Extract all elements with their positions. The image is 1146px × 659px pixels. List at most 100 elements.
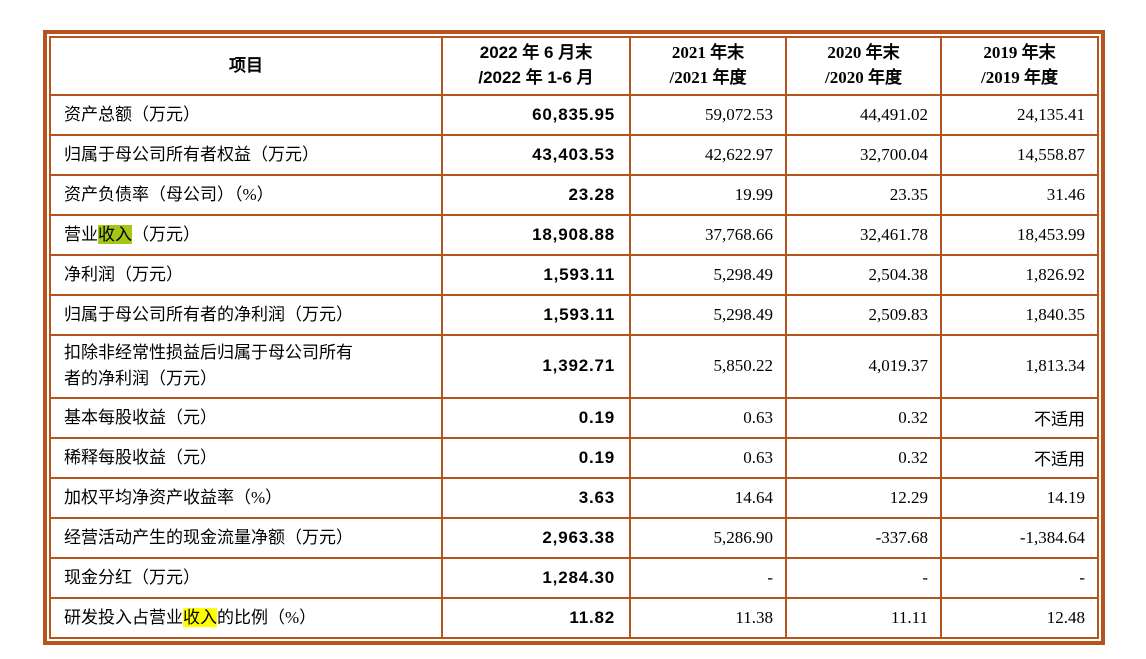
table-row: 资产负债率（母公司）（%） 23.28 19.99 23.35 31.46: [49, 174, 1099, 216]
header-period-2020: 2020 年末 /2020 年度: [785, 36, 942, 96]
table-row: 扣除非经常性损益后归属于母公司所有 者的净利润（万元） 1,392.71 5,850.…: [49, 334, 1099, 399]
table-row: 基本每股收益（元） 0.19 0.63 0.32 不适用: [49, 396, 1099, 439]
row-label: 基本每股收益（元）: [49, 396, 443, 439]
table-row: 研发投入占营业收入的比例（%） 11.82 11.38 11.11 12.48: [49, 596, 1099, 639]
value-cell: 2,963.38: [441, 516, 631, 559]
header-item: 项目: [49, 36, 443, 96]
table-row: 归属于母公司所有者的净利润（万元） 1,593.11 5,298.49 2,509.8…: [49, 294, 1099, 336]
row-label: 经营活动产生的现金流量净额（万元）: [49, 516, 443, 559]
value-cell: 14.64: [629, 476, 787, 519]
value-cell: 11.38: [629, 596, 787, 639]
value-cell: 11.11: [785, 596, 942, 639]
value-cell: 11.82: [441, 596, 631, 639]
label-text: 扣除非经常性损益后归属于母公司所有: [64, 343, 353, 362]
value-cell: 60,835.95: [441, 94, 631, 136]
header-period-line1: 2019 年末: [983, 43, 1056, 63]
header-period-2019: 2019 年末 /2019 年度: [940, 36, 1099, 96]
value-cell: 1,813.34: [940, 334, 1099, 399]
row-label: 稀释每股收益（元）: [49, 436, 443, 479]
value-cell: 5,286.90: [629, 516, 787, 559]
value-cell: 1,840.35: [940, 294, 1099, 336]
value-cell: 5,298.49: [629, 254, 787, 296]
row-label: 研发投入占营业收入的比例（%）: [49, 596, 443, 639]
row-label: 营业收入（万元）: [49, 214, 443, 256]
value-cell: 5,850.22: [629, 334, 787, 399]
table-body: 资产总额（万元） 60,835.95 59,072.53 44,491.02 24,13…: [49, 94, 1099, 639]
value-cell: 59,072.53: [629, 94, 787, 136]
label-text: 者的净利润（万元）: [64, 369, 217, 389]
header-period-line1: 2021 年末: [671, 43, 745, 63]
label-text: 归属于母公司所有者的净利润（万元）: [64, 304, 353, 324]
table-row: 资产总额（万元） 60,835.95 59,072.53 44,491.02 24,13…: [49, 94, 1099, 136]
value-cell: 37,768.66: [629, 214, 787, 256]
header-period-line2: /2020 年度: [825, 68, 902, 87]
row-label: 归属于母公司所有者的净利润（万元）: [49, 294, 443, 336]
value-cell: 42,622.97: [629, 134, 787, 176]
label-text: 资产总额（万元）: [64, 104, 200, 124]
label-text: 研发投入占营业: [64, 607, 183, 627]
value-cell: 0.63: [629, 396, 787, 439]
value-cell: -: [940, 556, 1099, 599]
value-cell: 3.63: [441, 476, 631, 519]
value-cell: 32,700.04: [785, 134, 942, 176]
row-label: 净利润（万元）: [49, 254, 443, 296]
row-label: 资产总额（万元）: [49, 94, 443, 136]
row-label: 资产负债率（母公司）（%）: [49, 174, 443, 216]
value-cell: 1,593.11: [441, 254, 631, 296]
header-period-line2: /2022 年 1-6 月: [478, 68, 594, 87]
value-cell: 5,298.49: [629, 294, 787, 336]
value-cell: 不适用: [940, 396, 1099, 439]
table-row: 现金分红（万元） 1,284.30- - -: [49, 556, 1099, 599]
value-cell: 19.99: [629, 174, 787, 216]
value-cell: 0.19: [441, 396, 631, 439]
value-cell: 0.19: [441, 436, 631, 479]
highlighted-text: 收入: [183, 607, 217, 627]
value-cell: 31.46: [940, 174, 1099, 216]
table-row: 经营活动产生的现金流量净额（万元） 2,963.38 5,286.90 -337.68…: [49, 516, 1099, 559]
label-text: 归属于母公司所有者权益（万元）: [64, 144, 319, 164]
header-period-line1: 2022 年 6 月末: [479, 43, 593, 63]
value-cell: 14.19: [940, 476, 1099, 519]
value-cell: 不适用: [940, 436, 1099, 479]
label-text: 资产负债率（母公司）（%）: [64, 184, 274, 204]
value-cell: -1,384.64: [940, 516, 1099, 559]
header-period-2022: 2022 年 6 月末 /2022 年 1-6 月: [441, 36, 631, 96]
header-period-line2: /2021 年度: [669, 68, 747, 87]
value-cell: -: [785, 556, 942, 599]
value-cell: -: [629, 556, 787, 599]
label-text: 稀释每股收益（元）: [64, 447, 217, 467]
value-cell: 0.32: [785, 436, 942, 479]
financial-summary-table: 项目 2022 年 6 月末 /2022 年 1-6 月 2021 年末 /20…: [43, 30, 1105, 645]
label-text: 营业: [64, 224, 98, 244]
value-cell: 12.29: [785, 476, 942, 519]
value-cell: 14,558.87: [940, 134, 1099, 176]
value-cell: -337.68: [785, 516, 942, 559]
label-text: 基本每股收益（元）: [64, 407, 217, 427]
label-text: 现金分红（万元）: [64, 567, 200, 587]
label-text: 净利润（万元）: [64, 264, 183, 284]
table-row: 稀释每股收益（元） 0.19 0.63 0.32 不适用: [49, 436, 1099, 479]
value-cell: 18,453.99: [940, 214, 1099, 256]
label-text: 经营活动产生的现金流量净额（万元）: [64, 527, 353, 547]
value-cell: 1,593.11: [441, 294, 631, 336]
value-cell: 23.28: [441, 174, 631, 216]
table-row: 归属于母公司所有者权益（万元） 43,403.53 42,622.97 32,700.…: [49, 134, 1099, 176]
value-cell: 2,504.38: [785, 254, 942, 296]
value-cell: 18,908.88: [441, 214, 631, 256]
label-text: （万元）: [132, 224, 200, 244]
data-table: 项目 2022 年 6 月末 /2022 年 1-6 月 2021 年末 /20…: [49, 36, 1099, 639]
value-cell: 44,491.02: [785, 94, 942, 136]
header-row: 项目 2022 年 6 月末 /2022 年 1-6 月 2021 年末 /20…: [49, 36, 1099, 96]
value-cell: 32,461.78: [785, 214, 942, 256]
value-cell: 0.32: [785, 396, 942, 439]
table-row: 净利润（万元） 1,593.11 5,298.49 2,504.38 1,826.92: [49, 254, 1099, 296]
label-text: 的比例（%）: [217, 607, 317, 627]
row-label: 加权平均净资产收益率（%）: [49, 476, 443, 519]
table-row: 加权平均净资产收益率（%） 3.63 14.64 12.29 14.19: [49, 476, 1099, 519]
value-cell: 2,509.83: [785, 294, 942, 336]
value-cell: 1,284.30: [441, 556, 631, 599]
value-cell: 12.48: [940, 596, 1099, 639]
header-period-2021: 2021 年末 /2021 年度: [629, 36, 787, 96]
value-cell: 0.63: [629, 436, 787, 479]
label-text: 加权平均净资产收益率（%）: [64, 487, 283, 507]
